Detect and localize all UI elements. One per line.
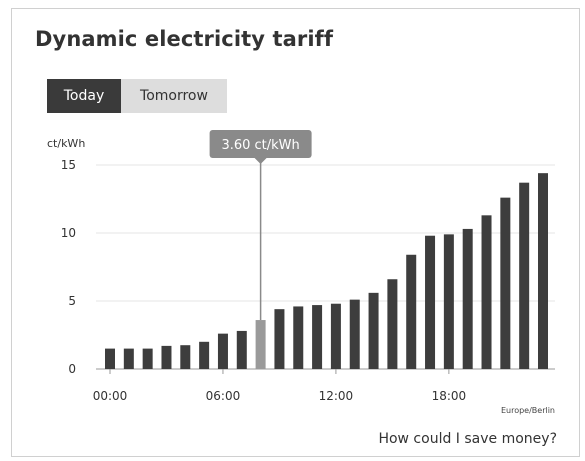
bar[interactable] xyxy=(443,234,454,369)
bar[interactable] xyxy=(368,292,379,369)
widget-title: Dynamic electricity tariff xyxy=(35,27,334,51)
tab-tomorrow[interactable]: Tomorrow xyxy=(121,79,227,113)
bar[interactable] xyxy=(180,345,191,369)
bar[interactable] xyxy=(142,348,153,369)
bar[interactable] xyxy=(274,309,285,369)
tooltip-pointer xyxy=(254,158,267,164)
y-axis-unit-label: ct/kWh xyxy=(47,137,86,150)
tooltip-box xyxy=(209,130,312,158)
x-tick-label: 00:00 xyxy=(93,389,128,403)
bar-highlighted[interactable] xyxy=(255,320,266,369)
bar[interactable] xyxy=(538,173,548,369)
tooltip-value: 3.60 ct/kWh xyxy=(221,138,299,153)
bar[interactable] xyxy=(519,182,530,369)
y-tick-label: 10 xyxy=(61,226,76,240)
day-tabs: Today Tomorrow xyxy=(47,79,227,113)
x-tick-label: 06:00 xyxy=(206,389,241,403)
bar[interactable] xyxy=(330,303,341,369)
bar[interactable] xyxy=(161,345,172,369)
bar[interactable] xyxy=(293,306,304,369)
bar[interactable] xyxy=(105,348,115,369)
bar[interactable] xyxy=(387,279,398,369)
tab-today[interactable]: Today xyxy=(47,79,121,113)
y-tick-label: 15 xyxy=(61,158,76,172)
bar[interactable] xyxy=(236,330,247,369)
bar[interactable] xyxy=(425,235,436,369)
y-tick-label: 0 xyxy=(68,362,76,376)
bar[interactable] xyxy=(217,333,228,369)
x-tick-label: 12:00 xyxy=(319,389,354,403)
y-tick-label: 5 xyxy=(68,294,76,308)
bar[interactable] xyxy=(199,341,210,369)
bar[interactable] xyxy=(500,197,511,369)
bar[interactable] xyxy=(462,228,473,369)
x-tick-label: 18:00 xyxy=(432,389,467,403)
bar[interactable] xyxy=(481,215,492,369)
timezone-label: Europe/Berlin xyxy=(501,406,555,415)
bar[interactable] xyxy=(349,299,360,369)
bar[interactable] xyxy=(406,254,417,369)
bar[interactable] xyxy=(123,348,134,369)
save-money-link[interactable]: How could I save money? xyxy=(378,431,557,447)
bar[interactable] xyxy=(312,305,323,369)
